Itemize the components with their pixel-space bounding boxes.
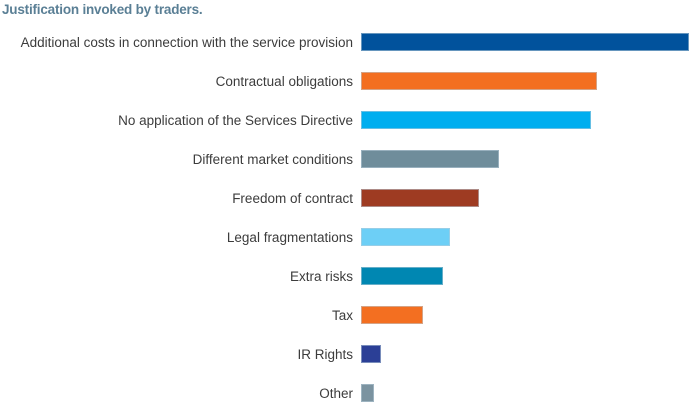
bar xyxy=(361,111,591,129)
chart-row: Other xyxy=(0,384,700,402)
chart-row: IR Rights xyxy=(0,345,700,363)
bar-area xyxy=(361,267,700,285)
bar xyxy=(361,306,424,324)
chart-row: Legal fragmentations xyxy=(0,228,700,246)
bar-area xyxy=(361,384,700,402)
chart-rows: Additional costs in connection with the … xyxy=(0,33,700,402)
bar-label: Other xyxy=(319,385,353,401)
bar xyxy=(361,267,443,285)
bar-label: Freedom of contract xyxy=(232,190,353,206)
bar-area xyxy=(361,72,700,90)
bar xyxy=(361,345,381,363)
bar xyxy=(361,150,499,168)
bar-area xyxy=(361,189,700,207)
bar-label: Tax xyxy=(331,307,353,323)
chart-row: Extra risks xyxy=(0,267,700,285)
chart-row: Additional costs in connection with the … xyxy=(0,33,700,51)
bar-area xyxy=(361,33,700,51)
bar-label: Additional costs in connection with the … xyxy=(20,34,353,50)
bar-area xyxy=(361,345,700,363)
chart-row: Different market conditions xyxy=(0,150,700,168)
chart-title: Justification invoked by traders. xyxy=(2,2,203,17)
bar-label: No application of the Services Directive xyxy=(118,112,353,128)
chart-row: No application of the Services Directive xyxy=(0,111,700,129)
bar xyxy=(361,189,480,207)
bar-label: Legal fragmentations xyxy=(226,229,353,245)
chart-row: Tax xyxy=(0,306,700,324)
bar-label: Extra risks xyxy=(289,268,353,284)
bar-area xyxy=(361,111,700,129)
chart-row: Contractual obligations xyxy=(0,72,700,90)
bar-label: IR Rights xyxy=(297,346,353,362)
bar xyxy=(361,384,375,402)
bar-area xyxy=(361,306,700,324)
bar-label: Contractual obligations xyxy=(215,73,353,89)
bar xyxy=(361,33,689,51)
bar-area xyxy=(361,228,700,246)
bar xyxy=(361,228,450,246)
bar-area xyxy=(361,150,700,168)
chart-row: Freedom of contract xyxy=(0,189,700,207)
bar xyxy=(361,72,598,90)
bar-label: Different market conditions xyxy=(192,151,353,167)
